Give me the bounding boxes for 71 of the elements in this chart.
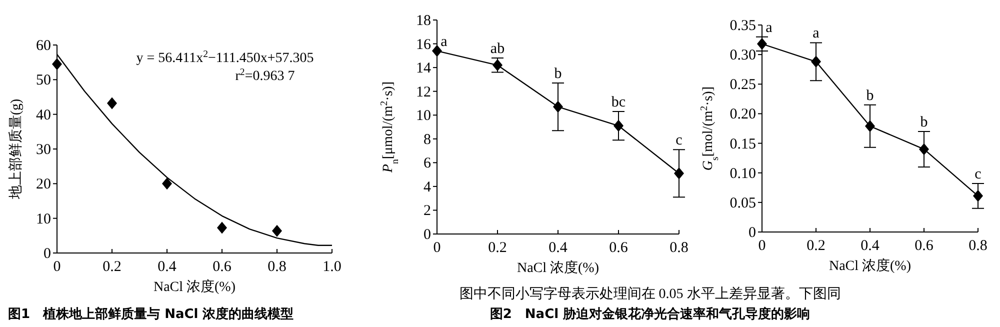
annotation: y = 56.411x$^{2}$−111.450x+57.305: [136, 48, 314, 66]
y-tick-label: 30: [36, 142, 51, 158]
y-tick-label: 12: [416, 84, 431, 100]
x-tick-label: 0.8: [268, 259, 286, 275]
annotation: a: [440, 34, 448, 50]
x-tick-label: 1.0: [322, 259, 342, 275]
x-tick-label: 0.2: [488, 240, 507, 256]
y-axis-title: 地上部鲜质量(g): [8, 98, 24, 200]
x-axis-title: NaCl 浓度(%): [828, 258, 912, 274]
y-tick-label: 10: [36, 211, 51, 228]
x-tick-label: 0.8: [670, 240, 688, 256]
y-tick-label: 16: [416, 36, 432, 53]
annotation: ab: [490, 41, 505, 58]
point: [272, 224, 282, 237]
x-tick-label: 0.2: [806, 238, 826, 254]
y-tick-label: 14: [416, 60, 432, 77]
y-tick-label: 60: [36, 38, 51, 54]
y-tick-label: 18: [416, 13, 431, 29]
text: 图中不同小写字母表示处理间在 0.05 水平上差异显著。下图同: [459, 286, 841, 302]
y-tick-label: 0: [748, 225, 756, 241]
text: 图2 NaCl 胁迫对金银花净光合速率和气孔导度的影响: [490, 306, 810, 322]
x-tick-label: 0.6: [914, 238, 934, 254]
annotation: a: [812, 26, 820, 42]
point: [973, 190, 983, 202]
annotation: r$^{2}$=0.963 7: [235, 66, 295, 84]
y-tick-label: 50: [36, 72, 51, 89]
point: [432, 44, 442, 57]
y-tick-label: 40: [36, 107, 51, 124]
y-tick-label: 10: [416, 108, 431, 124]
y-tick-label: 2: [424, 203, 431, 220]
y-tick-label: 0.05: [730, 195, 756, 212]
y-tick-label: 0.30: [730, 48, 756, 64]
y-tick-label: 8: [424, 132, 431, 148]
point: [811, 56, 821, 68]
point: [919, 143, 929, 156]
point: [614, 120, 624, 132]
y-tick-label: 0.20: [730, 106, 756, 123]
annotation: c: [676, 132, 683, 149]
x-axis-title: NaCl 浓度(%): [153, 279, 236, 295]
x-tick-label: 0.6: [609, 240, 628, 256]
point: [162, 178, 172, 190]
annotation: bc: [611, 94, 626, 111]
annotation: b: [554, 66, 562, 82]
point: [553, 100, 563, 113]
text: 图1 植株地上部鲜质量与 NaCl 浓度的曲线模型: [8, 306, 294, 322]
y-tick-label: 4: [424, 179, 432, 196]
point: [674, 167, 684, 180]
x-tick-label: 0.4: [548, 240, 568, 256]
x-tick-label: 0.6: [212, 259, 232, 275]
annotation: c: [974, 166, 982, 183]
x-tick-label: 0: [53, 259, 61, 275]
point: [52, 58, 62, 70]
annotation: b: [866, 88, 874, 104]
point: [107, 97, 117, 110]
x-tick-label: 0.8: [968, 238, 988, 254]
x-tick-label: 0: [758, 238, 766, 254]
x-tick-label: 0.4: [158, 259, 177, 275]
y-tick-label: 6: [424, 156, 432, 172]
x-tick-label: 0.4: [860, 238, 880, 254]
y-tick-label: 0.10: [730, 166, 756, 182]
y-tick-label: 20: [36, 176, 51, 193]
y-tick-label: 0.25: [730, 77, 756, 94]
y-tick-label: 0.35: [730, 18, 756, 34]
y-tick-label: 0.15: [730, 136, 756, 152]
annotation: b: [920, 114, 928, 130]
y-tick-label: 0: [424, 227, 431, 243]
x-axis-title: NaCl 浓度(%): [516, 260, 600, 276]
x-tick-label: 0.2: [102, 259, 122, 275]
point: [217, 222, 227, 234]
annotation: a: [766, 20, 773, 36]
point: [865, 120, 875, 132]
